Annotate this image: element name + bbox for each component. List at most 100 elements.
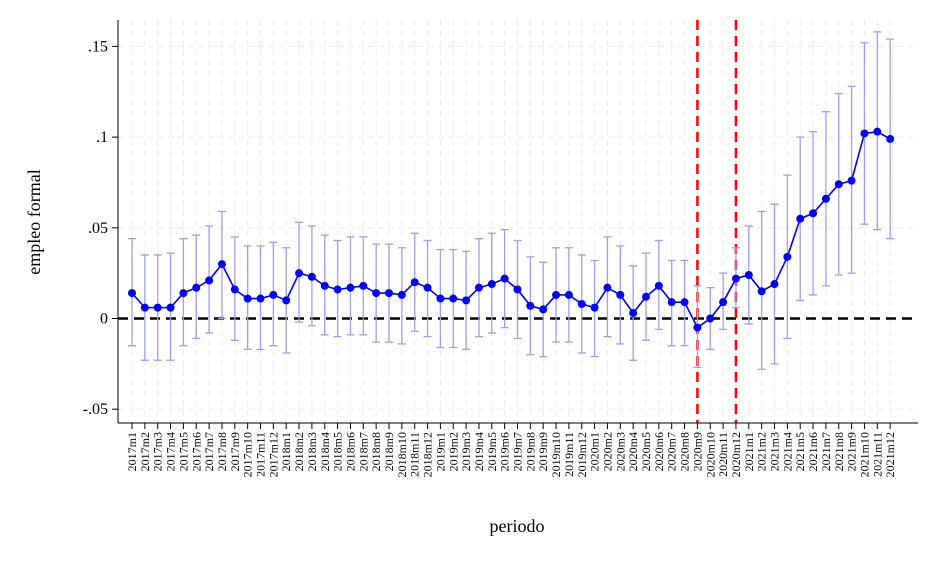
data-point <box>500 274 509 283</box>
data-point <box>166 303 175 312</box>
data-point <box>217 260 226 269</box>
x-tick-label: 2018m4 <box>318 432 332 471</box>
data-point <box>616 290 625 299</box>
data-point <box>282 296 291 305</box>
x-tick-label: 2021m8 <box>832 432 846 471</box>
x-tick-label: 2018m12 <box>421 432 435 477</box>
data-point <box>539 305 548 314</box>
x-tick-label: 2017m1 <box>125 432 139 471</box>
data-point <box>680 298 689 307</box>
x-tick-label: 2019m11 <box>562 432 576 477</box>
x-tick-label: 2021m2 <box>755 432 769 471</box>
data-point <box>796 214 805 223</box>
x-tick-label: 2020m9 <box>690 432 704 471</box>
data-point <box>654 281 663 290</box>
x-tick-label: 2021m3 <box>768 432 782 471</box>
x-tick-label: 2018m2 <box>292 432 306 471</box>
x-tick-label: 2017m4 <box>164 432 178 471</box>
x-axis-title: periodo <box>490 516 545 536</box>
data-point <box>873 127 882 136</box>
x-tick-label: 2018m9 <box>382 432 396 471</box>
data-point <box>385 289 393 298</box>
data-point <box>821 194 830 203</box>
x-tick-label: 2018m8 <box>369 432 383 471</box>
x-tick-label: 2018m7 <box>356 432 370 471</box>
x-tick-label: 2017m6 <box>189 432 203 471</box>
data-point <box>552 290 561 299</box>
x-tick-label: 2020m4 <box>626 432 640 471</box>
data-point <box>526 301 535 310</box>
data-point <box>860 129 869 138</box>
x-tick-label: 2020m7 <box>665 432 679 471</box>
data-point <box>706 314 715 323</box>
data-point <box>359 281 368 290</box>
data-point <box>346 283 355 292</box>
data-point <box>513 285 522 294</box>
x-tick-label: 2019m9 <box>536 432 550 471</box>
x-tick-label: 2021m9 <box>845 432 859 471</box>
data-point <box>719 298 728 307</box>
x-tick-label: 2017m5 <box>176 432 190 471</box>
data-point <box>590 303 599 312</box>
x-tick-label: 2019m8 <box>523 432 537 471</box>
data-point <box>449 294 458 303</box>
x-tick-label: 2020m1 <box>588 432 602 471</box>
data-point <box>128 289 136 298</box>
data-point <box>269 290 278 299</box>
x-tick-label: 2017m9 <box>228 432 242 471</box>
x-tick-label: 2017m8 <box>215 432 229 471</box>
data-point <box>770 280 779 289</box>
x-tick-label: 2021m7 <box>819 432 833 471</box>
x-tick-labels: 2017m12017m22017m32017m42017m52017m62017… <box>125 432 897 477</box>
y-tick-label: 0 <box>100 311 108 328</box>
x-tick-label: 2021m12 <box>883 432 897 477</box>
data-point <box>243 294 252 303</box>
y-tick-labels: -.05 0 .05 .1 .15 <box>83 38 108 418</box>
x-tick-label: 2019m12 <box>575 432 589 477</box>
axes <box>112 20 918 429</box>
data-point <box>436 294 445 303</box>
data-point <box>564 290 573 299</box>
x-tick-label: 2019m7 <box>511 432 525 471</box>
data-point <box>140 303 149 312</box>
data-point <box>667 298 676 307</box>
x-tick-label: 2017m12 <box>266 432 280 477</box>
x-tick-label: 2020m12 <box>729 432 743 477</box>
x-tick-label: 2019m5 <box>485 432 499 471</box>
data-point <box>295 269 304 278</box>
data-point <box>809 209 818 218</box>
x-tick-label: 2021m4 <box>780 432 794 471</box>
data-point <box>731 274 740 283</box>
x-tick-label: 2018m10 <box>395 432 409 477</box>
data-point <box>487 280 496 289</box>
data-point <box>372 289 381 298</box>
y-axis-title: empleo formal <box>24 169 44 274</box>
y-tick-label: -.05 <box>83 401 108 418</box>
data-point <box>886 134 895 143</box>
data-point <box>577 299 586 308</box>
x-tick-label: 2021m5 <box>793 432 807 471</box>
data-point <box>783 252 792 261</box>
data-point <box>629 309 638 318</box>
data-point <box>423 283 432 292</box>
x-tick-label: 2020m3 <box>613 432 627 471</box>
data-point <box>410 278 419 287</box>
y-tick-label: .15 <box>88 38 108 55</box>
y-tick-label: .1 <box>96 129 108 146</box>
x-tick-label: 2021m10 <box>857 432 871 477</box>
series-points <box>128 127 895 332</box>
x-tick-label: 2019m3 <box>459 432 473 471</box>
x-tick-label: 2018m5 <box>331 432 345 471</box>
x-tick-label: 2017m3 <box>151 432 165 471</box>
x-tick-label: 2020m10 <box>703 432 717 477</box>
data-point <box>834 180 843 189</box>
x-tick-label: 2020m6 <box>652 432 666 471</box>
x-tick-label: 2021m11 <box>870 432 884 477</box>
x-tick-label: 2021m1 <box>742 432 756 471</box>
data-point <box>642 292 650 301</box>
x-tick-label: 2019m10 <box>549 432 563 477</box>
x-tick-label: 2021m6 <box>806 432 820 471</box>
x-tick-label: 2017m7 <box>202 432 216 471</box>
data-point <box>179 289 188 298</box>
